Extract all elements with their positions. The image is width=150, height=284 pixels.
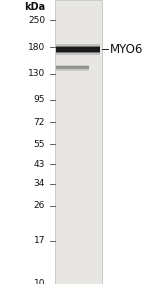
- Text: 95: 95: [33, 95, 45, 104]
- Text: 250: 250: [28, 16, 45, 25]
- Text: 34: 34: [34, 179, 45, 188]
- Bar: [56, 46, 100, 53]
- Bar: [56, 66, 89, 70]
- Text: 180: 180: [28, 43, 45, 52]
- Text: 10: 10: [33, 279, 45, 284]
- Text: kDa: kDa: [24, 2, 45, 12]
- Text: 43: 43: [34, 160, 45, 169]
- Bar: [56, 47, 100, 52]
- Text: 26: 26: [34, 201, 45, 210]
- Text: 17: 17: [33, 236, 45, 245]
- Bar: [56, 65, 89, 71]
- Text: MYO6: MYO6: [110, 43, 143, 56]
- Text: 72: 72: [34, 118, 45, 127]
- Bar: [56, 44, 100, 55]
- Text: 55: 55: [33, 140, 45, 149]
- Bar: [55, 0, 102, 284]
- Text: 130: 130: [28, 69, 45, 78]
